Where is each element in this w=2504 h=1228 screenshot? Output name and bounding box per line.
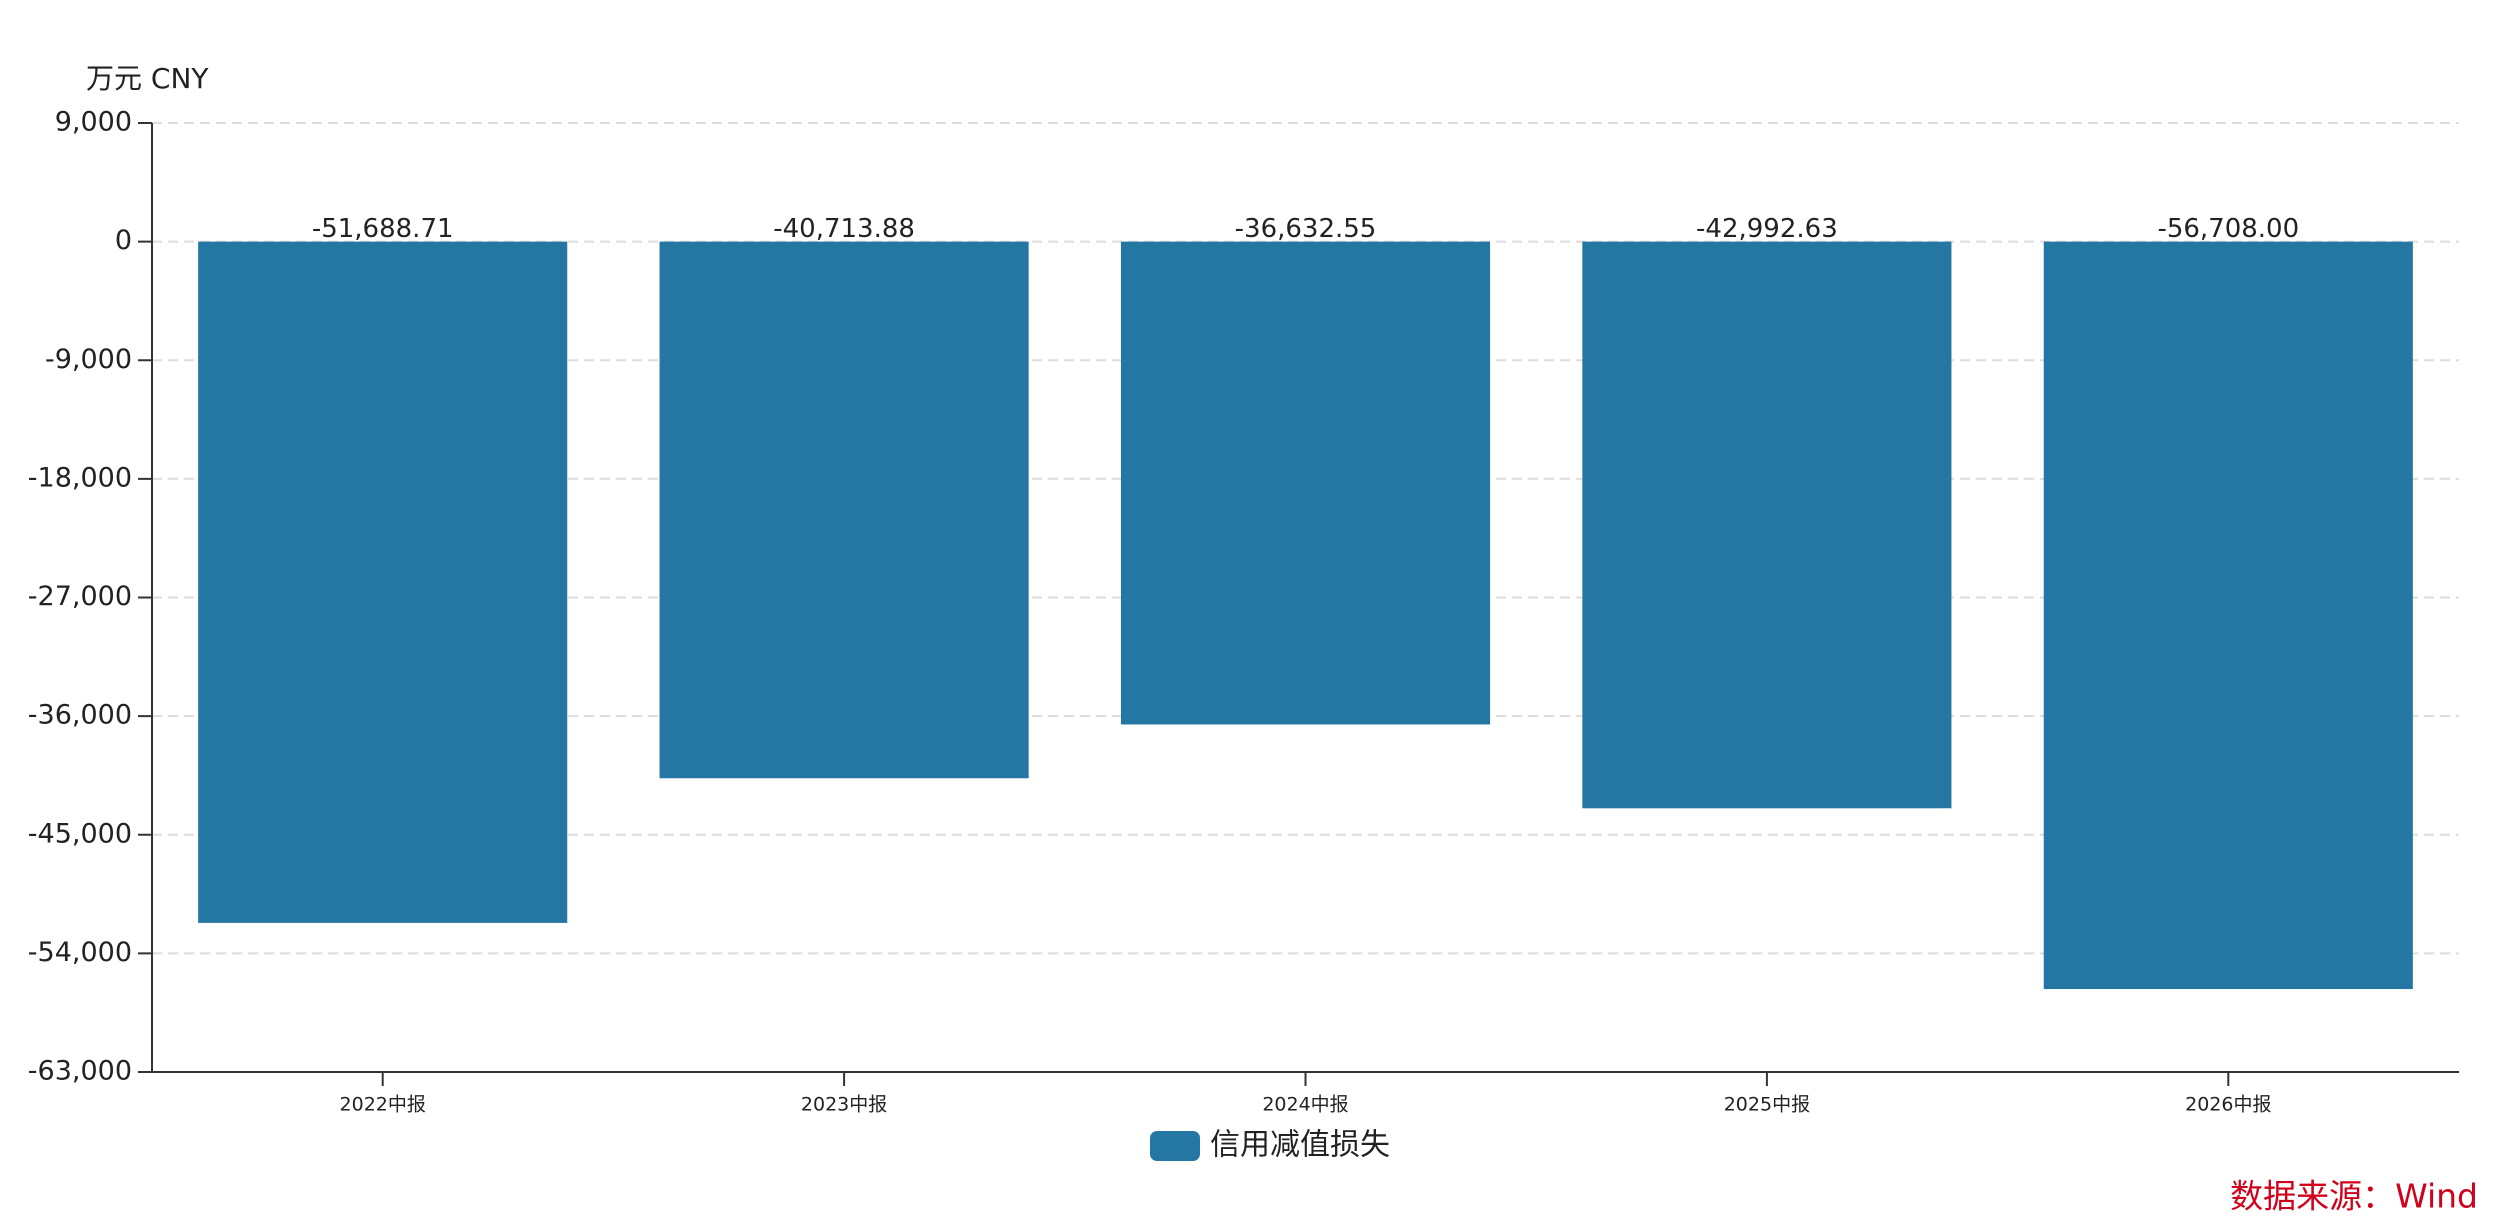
value-label: -42,992.63 bbox=[1696, 214, 1838, 244]
x-tick-label: 2026中报 bbox=[2185, 1094, 2271, 1116]
y-tick-label: -45,000 bbox=[28, 818, 132, 849]
y-tick-label: 0 bbox=[115, 225, 132, 256]
legend-label: 信用减值损失 bbox=[1210, 1128, 1390, 1163]
x-tick-label: 2025中报 bbox=[1724, 1094, 1810, 1116]
value-label: -36,632.55 bbox=[1235, 214, 1377, 244]
legend-swatch bbox=[1150, 1131, 1200, 1161]
x-tick-label: 2024中报 bbox=[1262, 1094, 1348, 1116]
y-tick-label: -36,000 bbox=[28, 700, 132, 731]
y-tick-label: -63,000 bbox=[28, 1056, 132, 1087]
y-axis-label: 万元 CNY bbox=[86, 62, 209, 95]
bar bbox=[1120, 241, 1491, 725]
y-tick-label: -54,000 bbox=[28, 937, 132, 968]
bar bbox=[1582, 241, 1952, 809]
y-tick-label: -18,000 bbox=[28, 462, 132, 493]
value-label: -56,708.00 bbox=[2157, 214, 2299, 244]
value-label: -40,713.88 bbox=[773, 214, 915, 244]
bar bbox=[198, 241, 568, 923]
x-tick-label: 2023中报 bbox=[801, 1094, 887, 1116]
bar bbox=[2043, 241, 2413, 990]
source-note: 数据来源：Wind bbox=[2230, 1177, 2478, 1216]
x-tick-label: 2022中报 bbox=[340, 1094, 426, 1116]
bar bbox=[659, 241, 1029, 779]
value-label: -51,688.71 bbox=[312, 214, 454, 244]
y-tick-label: -9,000 bbox=[45, 344, 132, 375]
y-tick-label: 9,000 bbox=[55, 107, 132, 138]
y-tick-label: -27,000 bbox=[28, 581, 132, 612]
